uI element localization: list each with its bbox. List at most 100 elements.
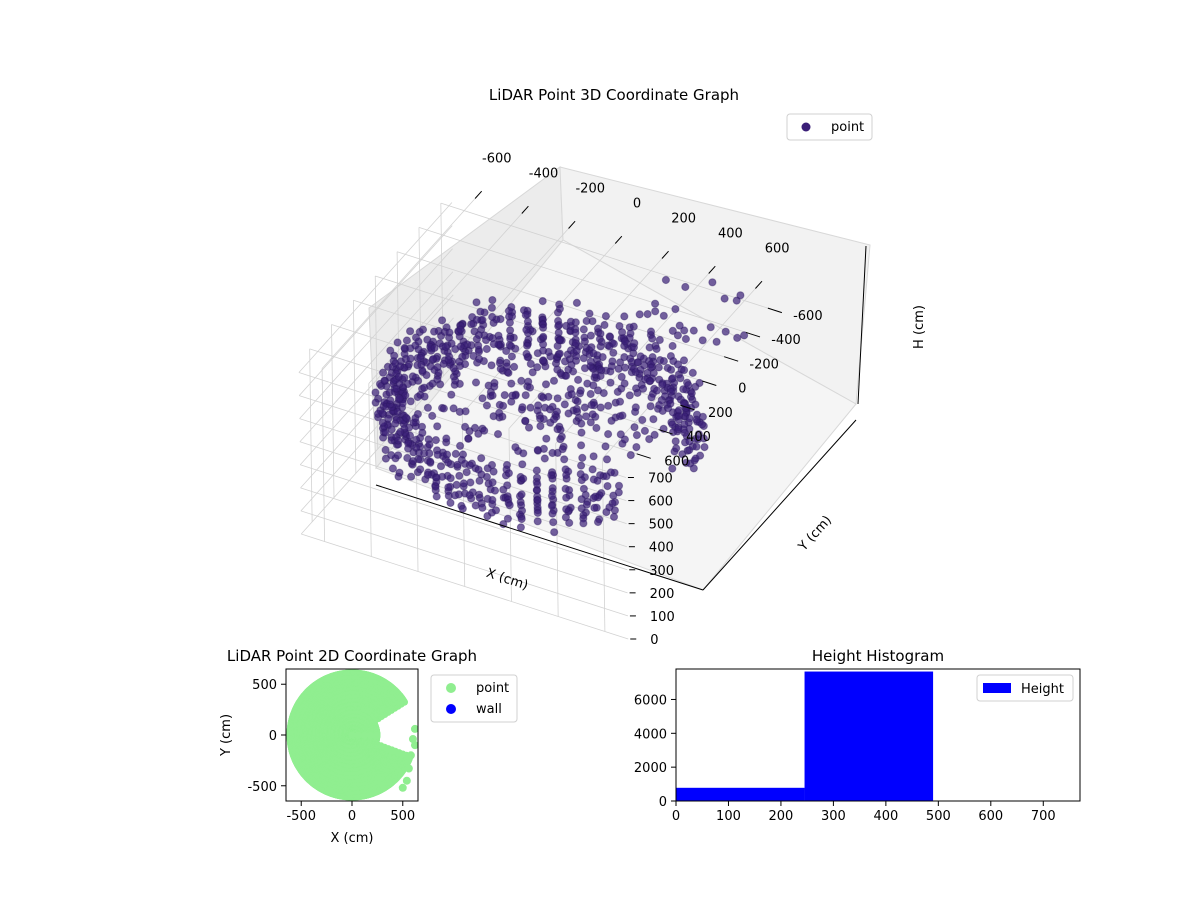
y-tick-label: 0 (738, 382, 746, 397)
point-3d (675, 321, 684, 330)
point-3d (378, 409, 387, 418)
point-3d (651, 299, 660, 308)
point-3d (408, 372, 417, 381)
z-tick-label: 300 (649, 564, 674, 579)
point-3d (680, 366, 689, 375)
point-3d (521, 417, 530, 426)
x-axis-label: X (cm) (484, 566, 530, 594)
point-3d (699, 434, 709, 443)
point-3d (555, 336, 564, 345)
point-3d (472, 298, 481, 307)
point-3d (580, 403, 589, 412)
point-3d (433, 363, 442, 372)
z-tick-label: 500 (649, 518, 674, 533)
point-3d (394, 451, 403, 460)
point-3d (555, 320, 564, 330)
point-3d (450, 491, 460, 500)
point-3d (562, 493, 571, 502)
point-3d (604, 401, 613, 410)
point-3d (394, 436, 403, 445)
point-3d (673, 331, 683, 340)
point-3d (429, 355, 438, 364)
point-3d (488, 334, 497, 343)
point-3d (540, 454, 549, 463)
point-3d (423, 470, 432, 479)
x-axis-line (375, 484, 704, 591)
point-3d (458, 450, 468, 459)
point-3d (439, 404, 448, 413)
point-3d (489, 412, 498, 421)
point-3d (420, 392, 429, 401)
point-3d (395, 468, 404, 477)
point-3d (608, 357, 617, 366)
point-3d (406, 327, 415, 336)
grid-line (352, 300, 357, 474)
point-3d (508, 391, 517, 400)
point-3d (687, 389, 696, 398)
y-tick-label: -200 (749, 357, 779, 372)
point-3d (615, 322, 624, 331)
point-3d (416, 353, 425, 363)
y-tick-label: 400 (686, 430, 711, 445)
grid-line (300, 510, 629, 617)
point-3d (659, 311, 668, 320)
point-3d (490, 486, 500, 495)
point-3d (640, 426, 650, 435)
point-3d (442, 434, 451, 443)
point-3d (386, 396, 395, 405)
point-3d (632, 443, 641, 452)
point-3d (651, 307, 660, 316)
grid-line (321, 368, 325, 542)
point-3d (573, 397, 582, 406)
point-3d (672, 444, 681, 453)
point-3d (587, 400, 596, 410)
point-3d (444, 458, 453, 467)
point-3d (698, 412, 708, 421)
point-3d (470, 423, 480, 432)
z-tick-label: 600 (648, 495, 673, 510)
point-3d (600, 320, 609, 330)
point-3d (599, 389, 608, 398)
point-3d (561, 513, 571, 522)
point-3d (582, 412, 591, 421)
point-3d (533, 363, 542, 372)
point-3d (488, 495, 497, 505)
y-axis-label: Y (cm) (795, 513, 835, 555)
point-3d (626, 451, 635, 460)
z-axis-label: H (cm) (912, 305, 927, 349)
point-3d (555, 349, 564, 358)
point-3d (689, 464, 698, 473)
point-3d (465, 427, 474, 436)
z-axis-line (857, 245, 867, 405)
x-tick-label: -200 (575, 182, 605, 197)
point-3d (393, 338, 402, 347)
point-3d (602, 455, 612, 464)
point-3d (503, 481, 512, 490)
point-3d (629, 322, 638, 331)
point-3d (667, 365, 676, 374)
point-3d (620, 363, 630, 372)
point-3d (589, 349, 598, 358)
point-3d (388, 464, 397, 473)
grid-line (602, 458, 606, 632)
point-3d (542, 434, 551, 443)
point-3d (371, 388, 380, 397)
point-3d (422, 371, 431, 380)
point-3d (572, 298, 582, 307)
point-3d (555, 304, 565, 313)
point-3d (666, 399, 675, 408)
x-tick-label: 200 (671, 212, 696, 227)
point-3d (465, 461, 474, 470)
point-3d (541, 380, 551, 389)
point-3d (523, 341, 532, 350)
point-3d (425, 449, 434, 458)
point-3d (588, 465, 597, 474)
point-3d (528, 368, 537, 377)
point-3d (474, 429, 483, 438)
point-3d (371, 398, 380, 407)
point-3d (650, 430, 659, 439)
point-3d (487, 303, 496, 312)
point-3d (499, 520, 508, 529)
point-3d (459, 479, 468, 488)
point-3d (519, 474, 528, 483)
